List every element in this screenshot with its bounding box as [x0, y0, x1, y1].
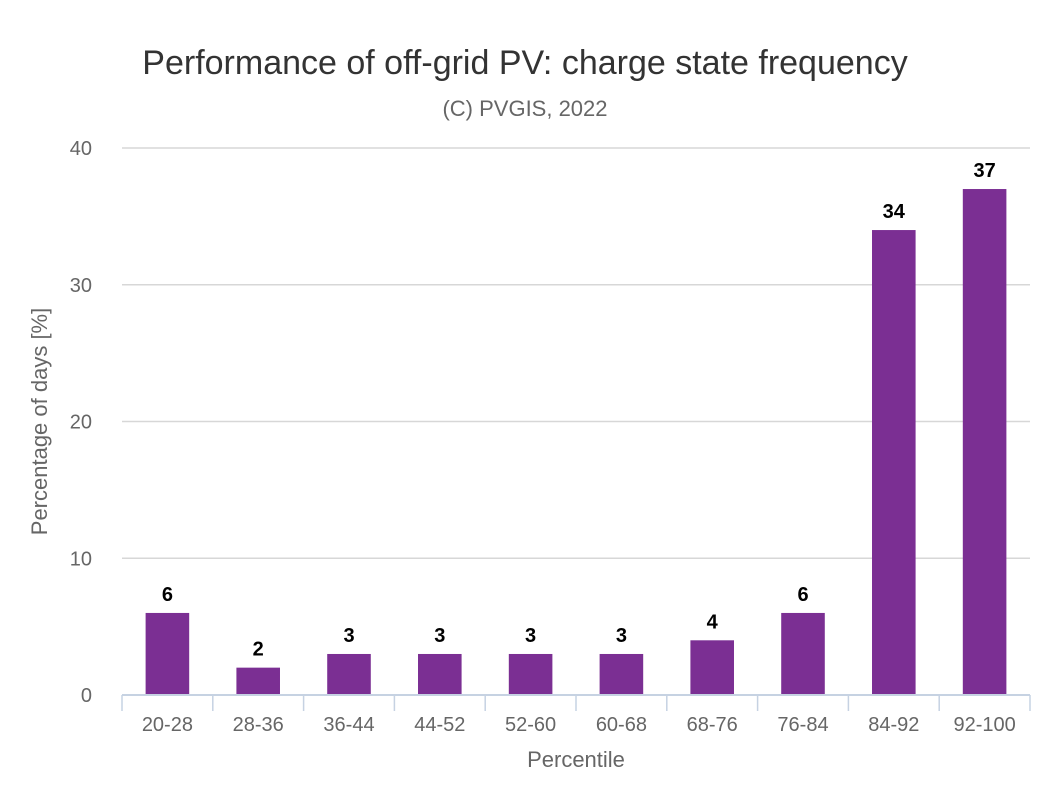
bar: [599, 653, 644, 695]
x-tick-label: 44-52: [414, 714, 465, 736]
chart-title: Performance of off-grid PV: charge state…: [142, 44, 908, 82]
x-tick-label: 92-100: [953, 714, 1015, 736]
bar: [962, 189, 1007, 695]
data-label: 37: [973, 160, 995, 182]
y-axis-ticks: 0 10 20 30 40: [70, 138, 92, 707]
data-label: 2: [253, 639, 264, 661]
y-tick-label: 10: [70, 548, 92, 570]
data-label: 4: [707, 611, 719, 633]
bar: [781, 612, 825, 695]
y-axis-title: Percentage of days [%]: [27, 308, 52, 535]
x-tick-label: 20-28: [142, 714, 193, 736]
x-tick-label: 68-76: [687, 714, 738, 736]
bar: [508, 653, 553, 695]
x-tick-label: 52-60: [505, 714, 556, 736]
data-label: 34: [883, 201, 906, 223]
bar: [145, 612, 190, 695]
chart-subtitle: (C) PVGIS, 2022: [442, 96, 608, 121]
x-axis-title: Percentile: [527, 747, 625, 772]
data-label: 6: [797, 584, 808, 606]
x-axis-ticks: 20-28 28-36 36-44 44-52 52-60 60-68 68-76 76-84…: [121, 695, 1031, 736]
data-label: 6: [162, 584, 173, 606]
y-tick-label: 30: [70, 275, 92, 297]
x-tick-label: 36-44: [323, 714, 374, 736]
data-label: 3: [525, 625, 536, 647]
data-label: 3: [616, 625, 627, 647]
y-tick-label: 20: [70, 412, 92, 434]
y-tick-label: 40: [70, 138, 92, 160]
bar: [872, 230, 916, 696]
bar: [236, 667, 280, 695]
x-tick-label: 28-36: [233, 714, 284, 736]
data-label: 3: [343, 625, 354, 647]
x-tick-label: 84-92: [868, 714, 919, 736]
bar: [327, 653, 371, 695]
bar: [690, 640, 734, 695]
x-tick-label: 60-68: [596, 714, 647, 736]
x-tick-label: 76-84: [777, 714, 828, 736]
y-tick-label: 0: [81, 685, 92, 707]
data-label: 3: [434, 625, 445, 647]
bar: [418, 653, 462, 695]
bars: [145, 189, 1007, 696]
